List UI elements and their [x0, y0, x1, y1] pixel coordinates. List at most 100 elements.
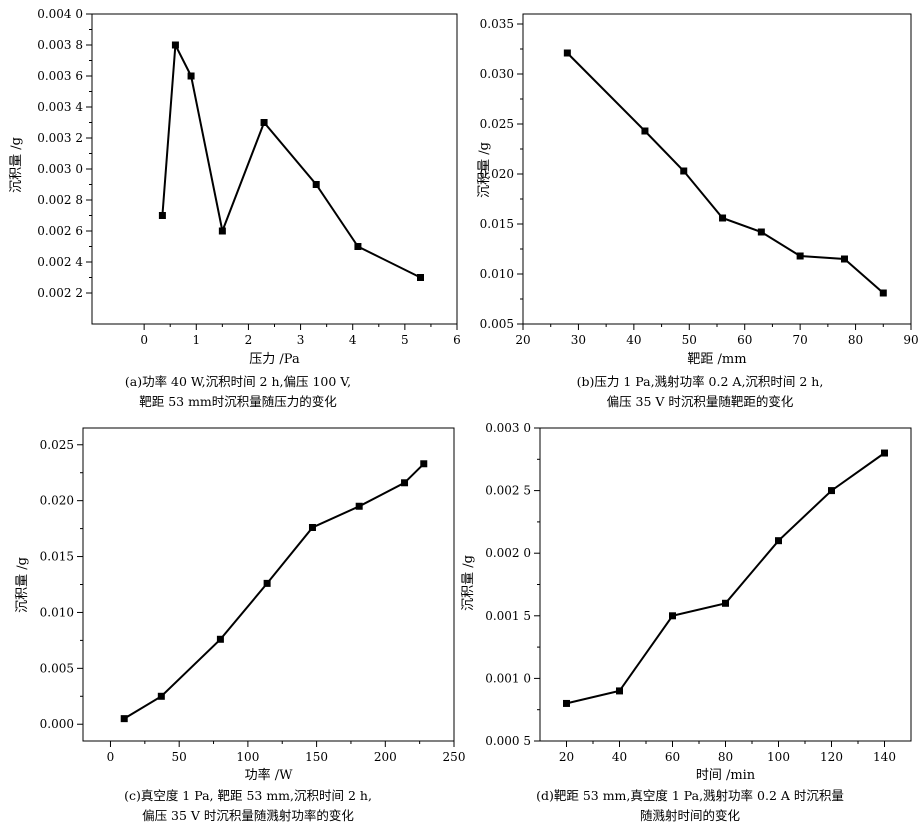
chart-b-plot-frame	[522, 13, 912, 325]
chart-d-data-point	[828, 487, 835, 495]
chart-c: 0 50 100 150 200 250 0.000 0.005 0.010 0.015 0.020…	[15, 427, 466, 823]
chart-a-data-point	[312, 181, 320, 188]
chart-c-data-point	[216, 635, 224, 643]
chart-a-data-point	[171, 41, 179, 49]
chart-a-y-tick-label: 0.002 4	[37, 255, 83, 269]
chart-b-x-axis-label: 靶距 /mm	[687, 352, 746, 367]
chart-a-y-tick-label: 0.003 6	[37, 69, 83, 83]
chart-a-x-tick-label: 1	[192, 333, 200, 347]
chart-a-y-tick-label: 0.004 0	[37, 7, 83, 21]
chart-d-x-tick-label: 40	[612, 750, 627, 764]
chart-b-y-tick-label: 0.005	[480, 317, 514, 331]
chart-a-y-tick-label: 0.002 2	[37, 286, 83, 300]
chart-d-y-tick-label: 0.001 5	[485, 609, 531, 623]
chart-a-y-tick-label: 0.003 2	[37, 131, 83, 145]
chart-d-data-point	[881, 449, 888, 457]
chart-d-x-tick-label: 20	[559, 750, 574, 764]
chart-d-x-tick-label: 120	[820, 750, 843, 764]
chart-c-y-tick-label: 0.025	[40, 438, 74, 452]
chart-b-y-tick-label: 0.020	[480, 167, 514, 181]
chart-b-data-point	[719, 214, 727, 222]
chart-a-y-axis-label: 沉积量 /g	[9, 137, 24, 193]
chart-b-data-point	[840, 255, 848, 263]
chart-b-data-point	[757, 228, 765, 236]
chart-d-x-tick-label: 60	[665, 750, 680, 764]
chart-b-x-tick-label: 80	[848, 333, 863, 347]
chart-b-y-tick-label: 0.025	[480, 117, 514, 131]
chart-c-data-point	[355, 502, 363, 510]
chart-a-x-tick-label: 3	[297, 333, 305, 347]
chart-b-y-tick-label: 0.015	[480, 217, 514, 231]
chart-a-y-tick-label: 0.003 0	[37, 162, 83, 176]
chart-d-plot-frame	[539, 427, 912, 742]
chart-c-x-tick-label: 0	[107, 750, 115, 764]
chart-a-y-tick-label: 0.003 8	[37, 38, 83, 52]
chart-d-y-tick-label: 0.002 0	[485, 546, 531, 560]
chart-a-x-tick-label: 0	[140, 333, 148, 347]
chart-b-data-point	[563, 49, 571, 57]
chart-a-data-point	[260, 119, 268, 126]
chart-d-x-tick-label: 100	[767, 750, 790, 764]
chart-d-series-line	[566, 452, 886, 705]
chart-c-caption-line: (c)真空度 1 Pa, 靶距 53 mm,沉积时间 2 h,	[124, 788, 372, 803]
chart-c-x-tick-label: 250	[443, 750, 466, 764]
chart-c-x-tick-label: 200	[374, 750, 397, 764]
chart-d-data-point	[669, 612, 676, 620]
chart-d-data-point	[722, 599, 729, 607]
chart-a-y-tick-label: 0.002 6	[37, 224, 83, 238]
chart-d-y-tick-label: 0.001 0	[485, 671, 531, 685]
chart-b-y-axis-label: 沉积量 /g	[477, 142, 492, 198]
chart-c-x-tick-label: 150	[305, 750, 328, 764]
chart-b-data-point	[680, 167, 688, 175]
chart-a-data-point	[218, 227, 226, 235]
chart-d-y-tick-label: 0.003 0	[485, 421, 531, 435]
chart-d-caption-line: (d)靶距 53 mm,真空度 1 Pa,溅射功率 0.2 A 时沉积量	[536, 788, 844, 803]
chart-d-y-axis-label: 沉积量 /g	[461, 555, 476, 611]
chart-b-y-tick-label: 0.010	[480, 267, 514, 281]
chart-c-data-point	[120, 715, 128, 723]
chart-b-y-tick-label: 0.030	[480, 67, 514, 81]
chart-a-y-tick-label: 0.002 8	[37, 193, 83, 207]
chart-b-caption-line: (b)压力 1 Pa,溅射功率 0.2 A,沉积时间 2 h,	[577, 374, 824, 389]
chart-a-caption-line: (a)功率 40 W,沉积时间 2 h,偏压 100 V,	[125, 374, 351, 389]
chart-a-caption-line: 靶距 53 mm时沉积量随压力的变化	[139, 394, 337, 409]
chart-a-x-tick-label: 5	[401, 333, 409, 347]
chart-a-x-tick-label: 4	[349, 333, 357, 347]
chart-b-x-tick-label: 20	[515, 333, 530, 347]
chart-a-data-point	[158, 212, 166, 219]
chart-d-data-point	[775, 537, 782, 545]
chart-b: 20 30 40 50 60 70 80 90 0.005 0.010 0.015 0.020 0.02…	[477, 13, 919, 409]
chart-b-x-tick-label: 30	[571, 333, 586, 347]
chart-b-x-tick-label: 40	[626, 333, 641, 347]
chart-a-plot-frame	[91, 13, 458, 325]
chart-b-caption-line: 偏压 35 V 时沉积量随靶距的变化	[607, 394, 794, 409]
chart-d-y-tick-label: 0.002 5	[485, 484, 531, 498]
chart-d-data-point	[616, 687, 623, 695]
chart-a-x-axis-label: 压力 /Pa	[249, 352, 300, 367]
chart-d-x-tick-label: 80	[718, 750, 733, 764]
chart-b-data-point	[796, 252, 804, 260]
chart-a-y-tick-label: 0.003 4	[37, 100, 83, 114]
chart-b-data-point	[641, 127, 649, 135]
chart-b-y-tick-label: 0.035	[480, 17, 514, 31]
chart-c-y-tick-label: 0.020	[40, 494, 74, 508]
chart-d-data-point	[563, 699, 570, 707]
chart-b-x-tick-label: 70	[793, 333, 808, 347]
chart-b-data-point	[879, 289, 887, 297]
chart-a-data-point	[354, 243, 362, 250]
chart-c-caption-line: 偏压 35 V 时沉积量随溅射功率的变化	[142, 808, 354, 823]
chart-c-data-point	[308, 523, 316, 531]
chart-c-series-line	[123, 463, 425, 720]
chart-c-y-tick-label: 0.010	[40, 605, 74, 619]
chart-a-x-tick-label: 2	[245, 333, 253, 347]
chart-d-y-tick-label: 0.000 5	[485, 734, 531, 748]
chart-b-x-tick-label: 50	[682, 333, 697, 347]
chart-a: 0 1 2 3 4 5 6 0.002 2 0.002 4 0.002 6 0.002 8 0.003…	[9, 7, 461, 409]
chart-c-data-point	[157, 692, 165, 700]
chart-c-data-point	[401, 479, 409, 487]
chart-c-x-tick-label: 100	[236, 750, 259, 764]
chart-a-data-point	[187, 72, 195, 80]
chart-a-data-point	[417, 274, 424, 281]
chart-c-y-tick-label: 0.005	[40, 661, 74, 675]
